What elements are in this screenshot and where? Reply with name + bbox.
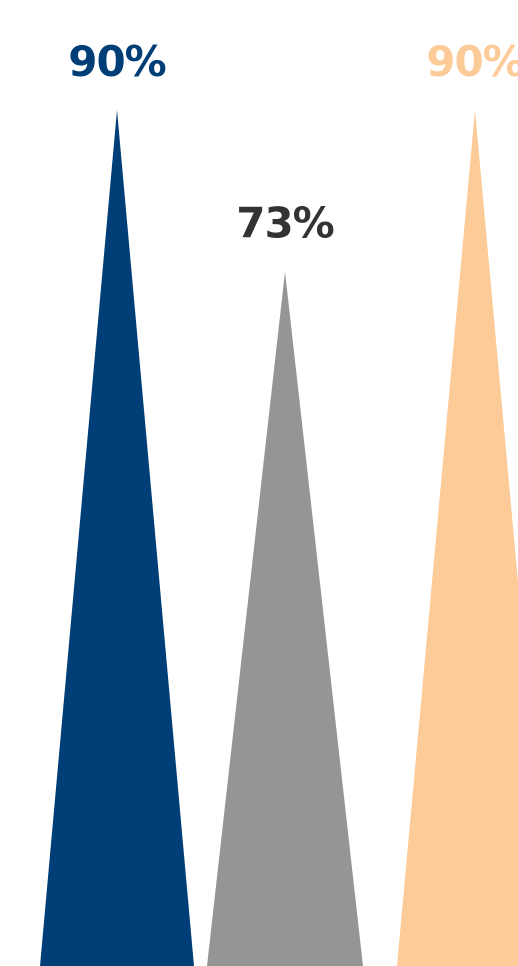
value-labels-group: 90% 73% 90% [68, 37, 518, 248]
bar-2 [207, 271, 363, 966]
value-label-3: 90% [426, 37, 518, 86]
bars-group [40, 110, 518, 966]
bar-3 [397, 110, 518, 966]
value-label-2: 73% [236, 199, 334, 248]
bar-1 [40, 110, 194, 966]
value-label-1: 90% [68, 37, 166, 86]
